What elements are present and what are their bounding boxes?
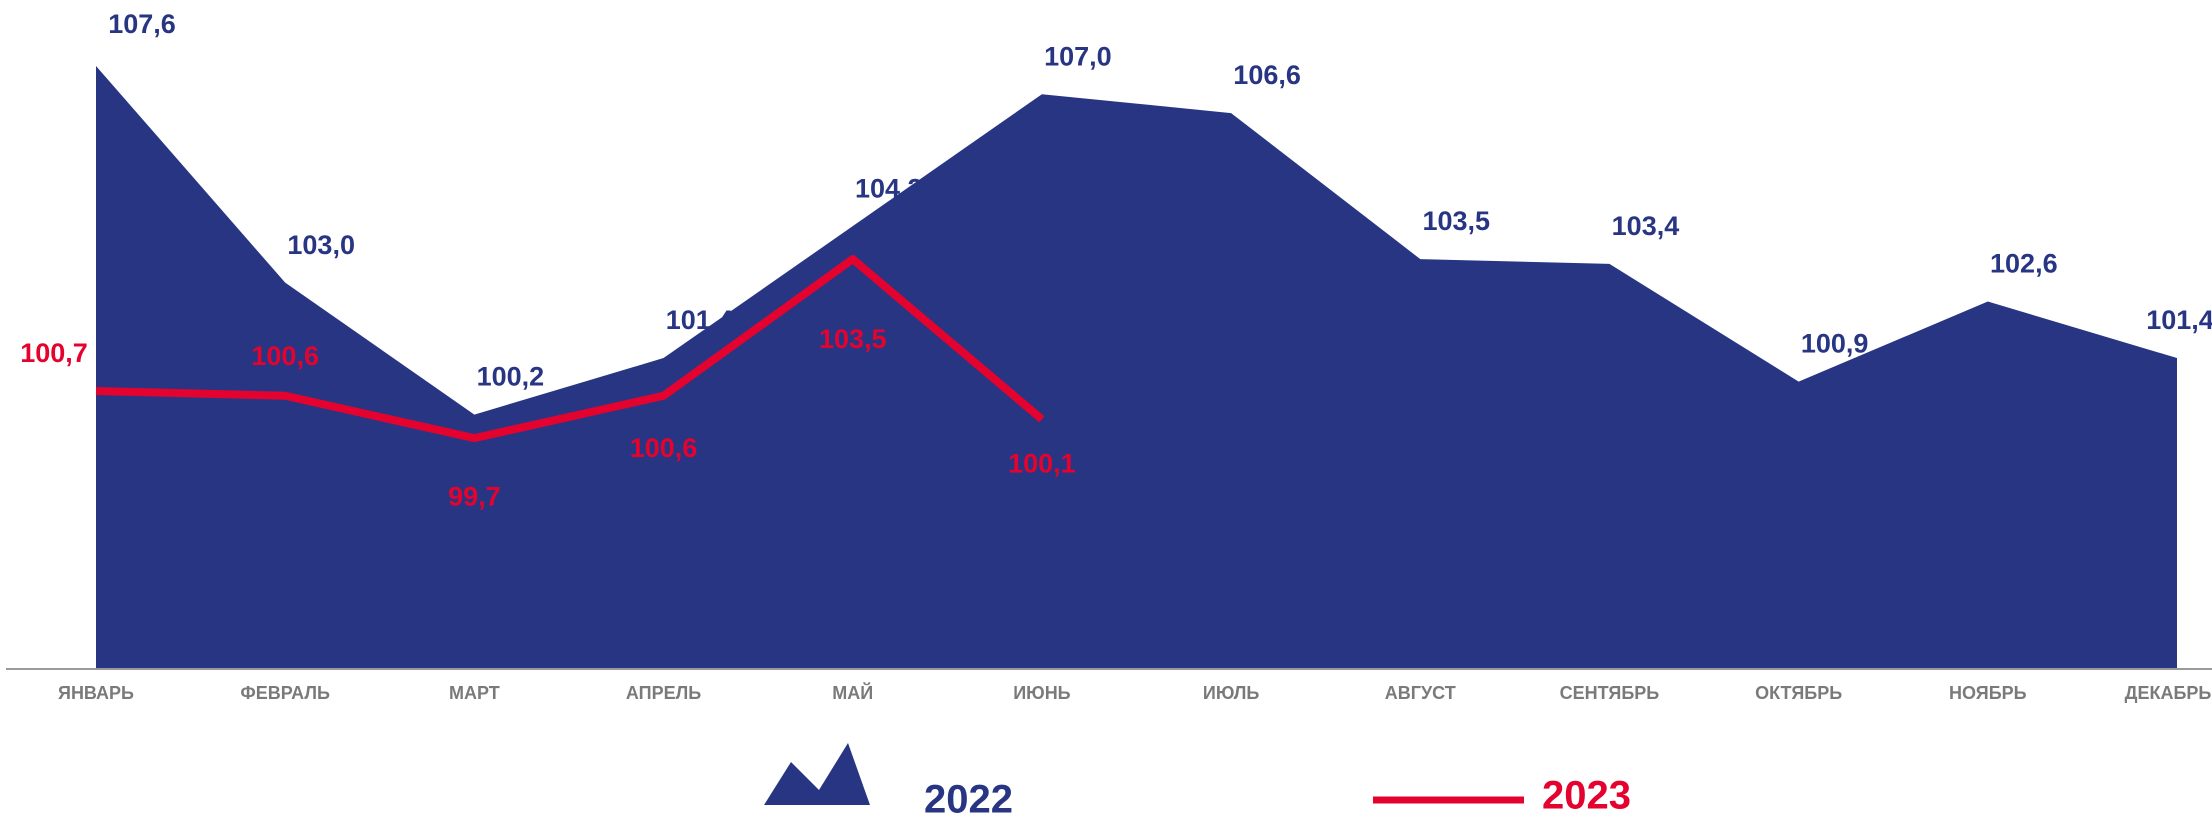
value-label: 100,7 <box>20 338 88 368</box>
x-tick-label: ИЮЛЬ <box>1203 683 1259 703</box>
value-label: 100,6 <box>630 433 698 463</box>
value-label: 107,6 <box>108 9 176 39</box>
value-label: 103,0 <box>287 230 355 260</box>
x-tick-label: СЕНТЯБРЬ <box>1560 683 1660 703</box>
value-label: 101,4 <box>2146 305 2212 335</box>
x-tick-label: АПРЕЛЬ <box>626 683 701 703</box>
value-label: 103,4 <box>1612 211 1680 241</box>
value-label: 107,0 <box>1044 41 1112 71</box>
value-label: 101,4 <box>666 305 734 335</box>
value-label: 100,2 <box>477 362 545 392</box>
x-tick-label: ФЕВРАЛЬ <box>240 683 330 703</box>
x-tick-label: ДЕКАБРЬ <box>2125 683 2212 703</box>
value-label: 100,6 <box>251 341 319 371</box>
x-tick-label: ЯНВАРЬ <box>58 683 134 703</box>
x-tick-label: МАЙ <box>832 682 873 703</box>
value-label: 100,1 <box>1008 448 1076 478</box>
x-tick-label: ИЮНЬ <box>1013 683 1070 703</box>
value-label: 103,5 <box>819 324 887 354</box>
x-tick-label: МАРТ <box>449 683 500 703</box>
value-label: 100,9 <box>1801 329 1869 359</box>
x-tick-label: ОКТЯБРЬ <box>1755 683 1842 703</box>
value-label: 99,7 <box>448 481 501 511</box>
value-label: 106,6 <box>1233 60 1301 90</box>
value-label: 103,5 <box>1422 206 1490 236</box>
value-label: 104,2 <box>855 173 923 203</box>
area <box>96 65 2177 669</box>
x-tick-label: АВГУСТ <box>1385 683 1456 703</box>
line <box>95 255 1045 443</box>
legend-area-icon <box>764 743 870 805</box>
x-tick-label: НОЯБРЬ <box>1949 683 2027 703</box>
legend-label: 2023 <box>1542 774 1631 818</box>
value-label: 102,6 <box>1990 249 2058 279</box>
legend-label: 2022 <box>924 778 1013 818</box>
